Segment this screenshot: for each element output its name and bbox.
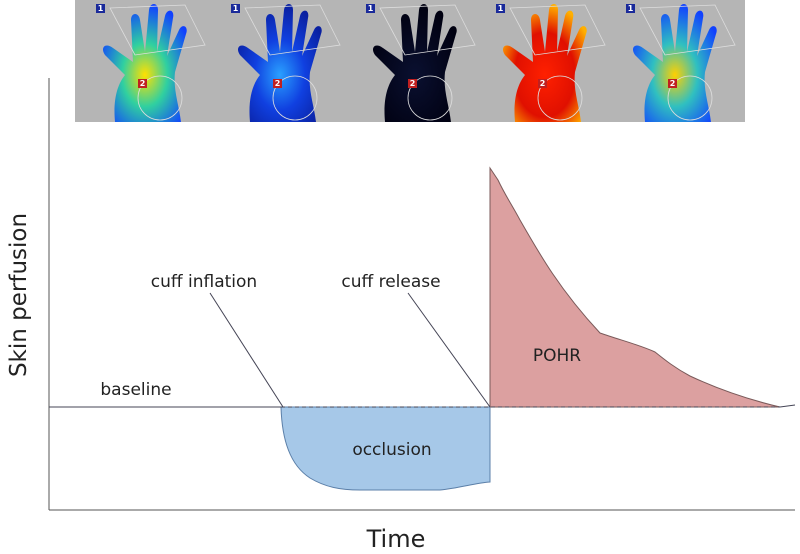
thermal-panel: 12 [496,4,606,122]
thermal-panel: 12 [96,4,206,122]
thermal-panel: 12 [231,4,341,122]
pohr-area [489,166,781,408]
roi-circle [407,75,453,121]
annotation: occlusion [352,440,431,460]
roi-tag [668,79,677,88]
roi-label: 1 [368,4,374,13]
annotation: cuff release [341,272,440,292]
roi-label: 2 [670,79,676,88]
roi-circle [272,75,318,121]
leader-line [209,292,284,408]
roi-tag [496,4,505,13]
roi-tag [96,4,105,13]
roi-label: 2 [275,79,281,88]
roi-label: 2 [140,79,146,88]
roi-circle [667,75,713,121]
roi-label: 2 [410,79,416,88]
roi-outline [109,4,206,56]
roi-tag [273,79,282,88]
roi-tag [231,4,240,13]
roi-label: 1 [233,4,239,13]
roi-tag [408,79,417,88]
roi-circle [537,75,583,121]
annotation: POHR [533,346,581,366]
annotation: baseline [100,380,171,400]
roi-tag [366,4,375,13]
roi-label: 1 [628,4,634,13]
roi-label: 1 [98,4,104,13]
thermal-panel: 12 [366,4,476,122]
occlusion-area [280,406,491,491]
roi-outline [244,4,341,56]
thermal-panel: 12 [626,4,736,122]
roi-outline [509,4,606,56]
roi-label: 1 [498,4,504,13]
roi-tag [626,4,635,13]
roi-outline [639,4,736,56]
baseline-tail [779,404,796,408]
roi-outline [379,4,476,56]
x-axis-label: Time [366,525,426,550]
annotation: cuff inflation [151,272,257,292]
leader-line [407,292,491,408]
roi-tag [538,79,547,88]
y-axis-label: Skin perfusion [6,213,32,377]
roi-tag [138,79,147,88]
roi-circle [137,75,183,121]
roi-label: 2 [540,79,546,88]
